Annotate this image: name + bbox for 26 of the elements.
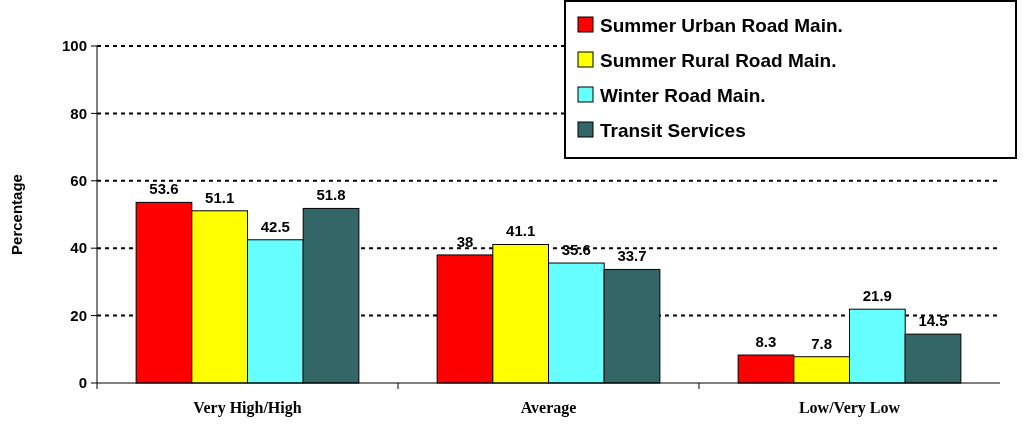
y-tick-label: 40 bbox=[70, 239, 87, 257]
y-axis-title: Percentage bbox=[8, 174, 25, 255]
data-label: 8.3 bbox=[755, 333, 777, 351]
data-label: 41.1 bbox=[506, 222, 536, 240]
legend-label: Summer Urban Road Main. bbox=[600, 14, 843, 36]
data-label: 51.1 bbox=[205, 188, 235, 206]
data-label: 53.6 bbox=[149, 180, 179, 198]
y-tick-label: 20 bbox=[70, 306, 87, 324]
data-label: 35.6 bbox=[561, 241, 591, 259]
y-tick-label: 100 bbox=[61, 37, 87, 55]
data-label: 42.5 bbox=[260, 217, 290, 235]
data-label: 21.9 bbox=[862, 287, 892, 305]
y-tick-label: 0 bbox=[78, 374, 87, 392]
data-label: 51.8 bbox=[316, 186, 346, 204]
data-label: 7.8 bbox=[811, 334, 833, 352]
legend-label: Winter Road Main. bbox=[600, 84, 766, 106]
data-label: 14.5 bbox=[918, 312, 948, 330]
legend-label: Summer Rural Road Main. bbox=[600, 49, 837, 71]
data-label: 33.7 bbox=[617, 247, 647, 265]
x-tick-label: Average bbox=[520, 399, 577, 417]
legend-label: Transit Services bbox=[600, 119, 746, 141]
y-tick-label: 60 bbox=[70, 172, 87, 190]
y-tick-label: 80 bbox=[70, 104, 87, 122]
x-tick-label: Low/Very Low bbox=[798, 399, 901, 417]
data-label: 38 bbox=[456, 232, 474, 250]
x-tick-label: Very High/High bbox=[193, 399, 302, 417]
